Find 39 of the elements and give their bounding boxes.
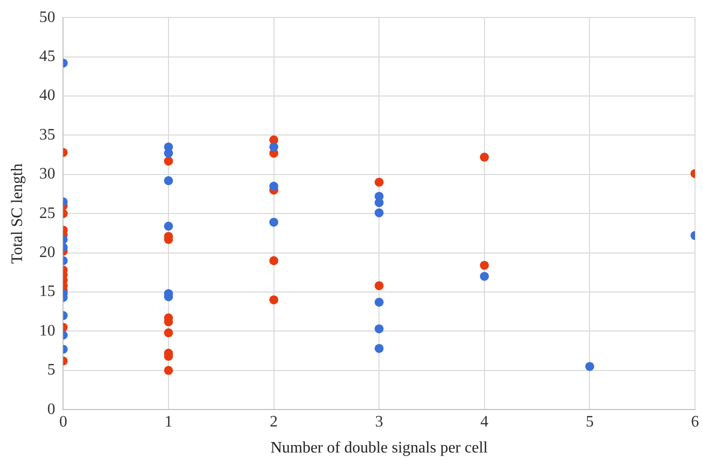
point (164, 328, 173, 338)
point (374, 208, 384, 218)
point (374, 281, 384, 290)
point (374, 298, 384, 307)
y-tick-label: 5 (47, 362, 56, 379)
y-tick-label: 10 (39, 322, 56, 340)
point (269, 295, 278, 304)
point (374, 344, 384, 353)
x-tick-label: 6 (691, 413, 699, 430)
point (164, 222, 173, 231)
point (374, 178, 384, 187)
point (269, 142, 278, 152)
x-tick-label: 4 (480, 413, 488, 430)
point (164, 176, 173, 186)
y-axis-title: Total SC length (8, 163, 26, 264)
x-tick-label: 2 (270, 413, 278, 430)
y-tick-label: 30 (39, 166, 56, 183)
point (374, 324, 384, 334)
y-tick-label: 50 (39, 8, 56, 26)
y-tick-label: 20 (39, 244, 56, 262)
point (480, 260, 489, 270)
y-tick-label: 35 (39, 126, 56, 144)
point (480, 152, 489, 162)
point (269, 182, 278, 191)
point (164, 156, 173, 166)
y-tick-label: 15 (39, 283, 56, 300)
point (480, 272, 489, 281)
point (269, 256, 278, 266)
y-tick-label: 45 (39, 48, 56, 66)
x-tick-label: 1 (164, 413, 172, 430)
y-tick-label: 0 (47, 400, 56, 418)
y-tick-label: 40 (39, 87, 56, 104)
point (164, 366, 173, 375)
x-axis-title: Number of double signals per cell (270, 440, 488, 457)
x-tick-label: 3 (375, 413, 384, 430)
x-tick-label: 5 (586, 413, 594, 430)
y-tick-label: 25 (39, 204, 56, 222)
point (269, 218, 278, 227)
x-tick-label: 0 (59, 413, 68, 430)
